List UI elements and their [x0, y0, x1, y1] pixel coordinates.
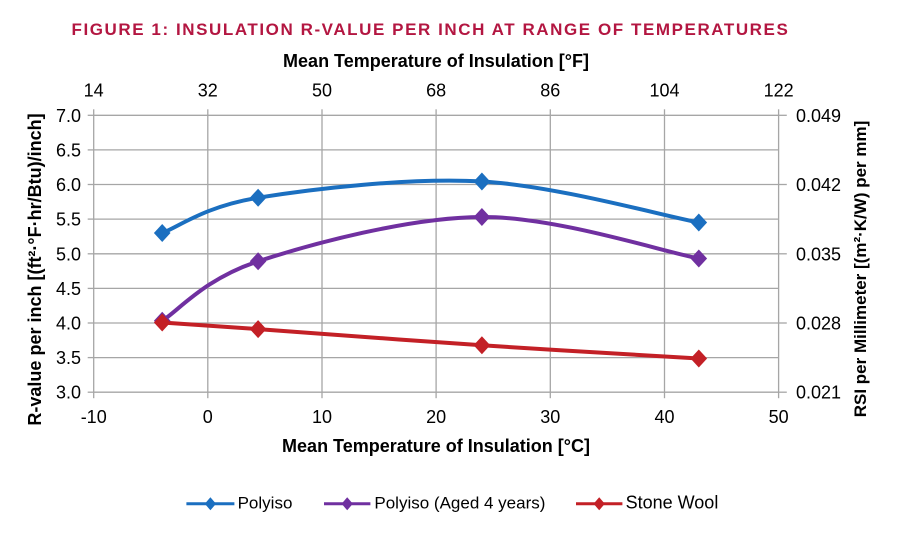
svg-text:32: 32	[198, 80, 218, 100]
svg-text:Mean Temperature of Insulation: Mean Temperature of Insulation [°C]	[282, 436, 590, 456]
svg-text:0.042: 0.042	[796, 175, 841, 195]
svg-text:Stone Wool: Stone Wool	[626, 493, 719, 513]
svg-text:10: 10	[312, 407, 332, 427]
svg-text:6.0: 6.0	[56, 175, 81, 195]
svg-text:4.0: 4.0	[56, 314, 81, 334]
svg-text:0.028: 0.028	[796, 314, 841, 334]
svg-text:0.021: 0.021	[796, 383, 841, 403]
svg-text:-10: -10	[81, 407, 107, 427]
svg-text:30: 30	[540, 407, 560, 427]
svg-text:5.5: 5.5	[56, 210, 81, 230]
svg-text:68: 68	[426, 80, 446, 100]
svg-text:86: 86	[540, 80, 560, 100]
svg-text:50: 50	[312, 80, 332, 100]
svg-text:5.0: 5.0	[56, 244, 81, 264]
svg-text:3.5: 3.5	[56, 348, 81, 368]
svg-text:Polyiso (Aged 4 years): Polyiso (Aged 4 years)	[374, 494, 545, 513]
svg-text:FIGURE 1: INSULATION R-VALUE P: FIGURE 1: INSULATION R-VALUE PER INCH AT…	[72, 20, 790, 39]
svg-text:7.0: 7.0	[56, 106, 81, 126]
svg-text:50: 50	[769, 407, 789, 427]
svg-text:40: 40	[654, 407, 674, 427]
svg-text:4.5: 4.5	[56, 279, 81, 299]
svg-text:0.035: 0.035	[796, 244, 841, 264]
svg-text:122: 122	[764, 80, 794, 100]
svg-text:RSI per Millimeter [(m²·K/W) p: RSI per Millimeter [(m²·K/W) per mm]	[851, 121, 870, 418]
svg-text:0.049: 0.049	[796, 106, 841, 126]
svg-text:104: 104	[649, 80, 679, 100]
svg-text:14: 14	[84, 80, 104, 100]
svg-text:Polyiso: Polyiso	[238, 494, 293, 513]
svg-text:Mean Temperature of Insulation: Mean Temperature of Insulation [°F]	[283, 51, 589, 71]
svg-text:0: 0	[203, 407, 213, 427]
svg-text:3.0: 3.0	[56, 383, 81, 403]
svg-text:R-value per inch [(ft²·°F·hr/B: R-value per inch [(ft²·°F·hr/Btu)/inch]	[25, 113, 45, 425]
svg-text:20: 20	[426, 407, 446, 427]
svg-text:6.5: 6.5	[56, 140, 81, 160]
